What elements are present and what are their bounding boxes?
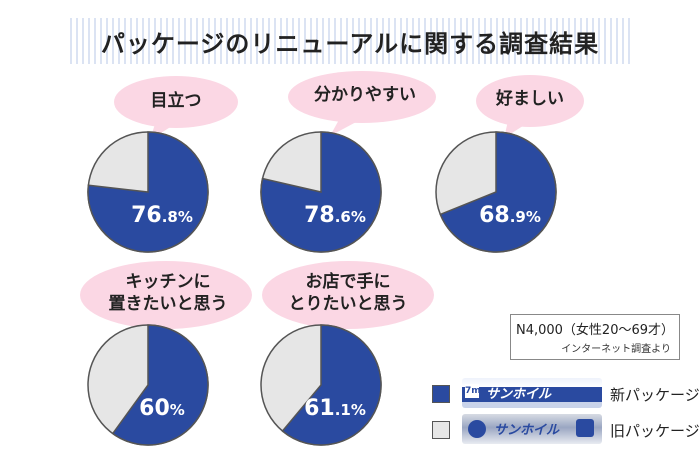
legend-label-new: 新パッケージ: [610, 386, 700, 404]
bubble-label-1: 分かりやすい: [314, 85, 416, 105]
package-globe-icon: [468, 420, 486, 438]
package-length-badge: 7m: [465, 384, 481, 398]
pie-slice-new-2: [439, 131, 557, 253]
pie-slice-new-1: [260, 131, 382, 253]
speech-bubble-4: [262, 261, 434, 329]
pie-slice-new-0: [87, 131, 209, 253]
pie-slice-new-4: [281, 324, 382, 446]
legend-swatch-old: [432, 421, 450, 439]
old-package-image: サンホイル: [462, 414, 602, 444]
bubble-label-2: 好ましい: [496, 89, 564, 109]
pie-value-label-1: 78.6%: [304, 203, 366, 228]
package-logo-icon: [576, 419, 594, 437]
package-brand-name-old: サンホイル: [494, 423, 560, 438]
legend-label-old: 旧パッケージ: [610, 422, 700, 440]
page-title: パッケージのリニューアルに関する調査結果: [100, 30, 600, 58]
bubble-label-4: お店で手に とりたいと思う: [288, 272, 408, 314]
speech-bubble-2: [476, 75, 584, 127]
new-package-image: 7m サンホイル: [462, 378, 602, 408]
pie-value-label-0: 76.8%: [131, 203, 193, 228]
bubble-label-0: 目立つ: [150, 91, 202, 111]
legend-swatch-new: [432, 385, 450, 403]
survey-source: インターネット調査より: [561, 344, 671, 355]
pie-value-label-2: 68.9%: [479, 203, 541, 228]
speech-bubble-3: [80, 261, 252, 329]
speech-bubble-0: [114, 76, 238, 128]
title-background: [70, 18, 630, 64]
pie-value-label-4: 61.1%: [304, 396, 366, 421]
package-brand-name: サンホイル: [486, 387, 552, 402]
bubble-label-3: キッチンに 置きたいと思う: [108, 272, 228, 314]
sample-size: N4,000（女性20～69才）: [515, 323, 675, 338]
pie-value-label-3: 60%: [139, 396, 185, 421]
survey-note: N4,000（女性20～69才） インターネット調査より: [510, 314, 680, 360]
speech-bubble-1: [288, 71, 436, 123]
pie-slice-new-3: [111, 324, 209, 446]
